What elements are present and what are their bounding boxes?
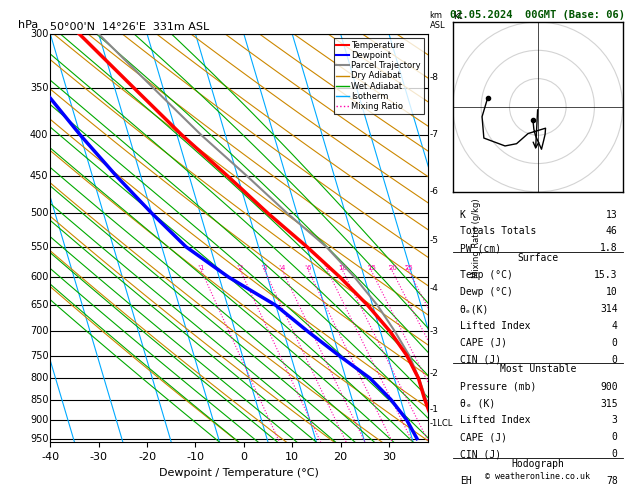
Text: 25: 25 bbox=[404, 265, 413, 271]
Text: 4: 4 bbox=[612, 321, 618, 331]
Text: Totals Totals: Totals Totals bbox=[460, 226, 536, 236]
Text: 15.3: 15.3 bbox=[594, 270, 618, 280]
Text: Most Unstable: Most Unstable bbox=[499, 364, 576, 375]
Text: 950: 950 bbox=[30, 434, 48, 444]
Text: 0: 0 bbox=[612, 338, 618, 348]
Text: 850: 850 bbox=[30, 395, 48, 404]
Text: 2: 2 bbox=[238, 265, 243, 271]
Text: θₑ (K): θₑ (K) bbox=[460, 399, 495, 409]
Text: Hodograph: Hodograph bbox=[511, 459, 564, 469]
Text: 50°00'N  14°26'E  331m ASL: 50°00'N 14°26'E 331m ASL bbox=[50, 22, 209, 32]
Text: CAPE (J): CAPE (J) bbox=[460, 338, 507, 348]
Text: 78: 78 bbox=[606, 476, 618, 486]
Text: 800: 800 bbox=[30, 373, 48, 383]
Text: -6: -6 bbox=[430, 187, 438, 196]
Text: -4: -4 bbox=[430, 284, 438, 294]
Text: 46: 46 bbox=[606, 226, 618, 236]
Text: 6: 6 bbox=[306, 265, 311, 271]
Text: km
ASL: km ASL bbox=[430, 11, 445, 30]
Text: -1LCL: -1LCL bbox=[430, 419, 453, 428]
Text: 300: 300 bbox=[30, 29, 48, 39]
Text: 900: 900 bbox=[30, 415, 48, 425]
Text: Lifted Index: Lifted Index bbox=[460, 416, 530, 425]
Text: 650: 650 bbox=[30, 300, 48, 311]
Text: kt: kt bbox=[453, 11, 462, 21]
Text: Pressure (mb): Pressure (mb) bbox=[460, 382, 536, 392]
Legend: Temperature, Dewpoint, Parcel Trajectory, Dry Adiabat, Wet Adiabat, Isotherm, Mi: Temperature, Dewpoint, Parcel Trajectory… bbox=[334, 38, 423, 114]
Text: 450: 450 bbox=[30, 172, 48, 181]
Text: 10: 10 bbox=[606, 287, 618, 297]
Text: 500: 500 bbox=[30, 208, 48, 218]
Text: -7: -7 bbox=[430, 130, 438, 139]
Text: 600: 600 bbox=[30, 272, 48, 282]
Text: 10: 10 bbox=[338, 265, 348, 271]
X-axis label: Dewpoint / Temperature (°C): Dewpoint / Temperature (°C) bbox=[159, 468, 319, 478]
Text: 314: 314 bbox=[600, 304, 618, 314]
Text: 4: 4 bbox=[281, 265, 285, 271]
Text: CIN (J): CIN (J) bbox=[460, 449, 501, 459]
Text: 900: 900 bbox=[600, 382, 618, 392]
Text: -5: -5 bbox=[430, 236, 438, 245]
Text: 13: 13 bbox=[606, 209, 618, 220]
Text: 3: 3 bbox=[612, 416, 618, 425]
Text: © weatheronline.co.uk: © weatheronline.co.uk bbox=[486, 472, 590, 481]
Text: 15: 15 bbox=[367, 265, 376, 271]
Text: 20: 20 bbox=[388, 265, 397, 271]
Text: 550: 550 bbox=[30, 242, 48, 252]
Text: 350: 350 bbox=[30, 83, 48, 93]
Text: PW (cm): PW (cm) bbox=[460, 243, 501, 253]
Text: 700: 700 bbox=[30, 327, 48, 336]
Text: 0: 0 bbox=[612, 433, 618, 442]
Text: CAPE (J): CAPE (J) bbox=[460, 433, 507, 442]
Text: Mixing Ratio (g/kg): Mixing Ratio (g/kg) bbox=[472, 198, 481, 278]
Text: -2: -2 bbox=[430, 369, 438, 379]
Text: 02.05.2024  00GMT (Base: 06): 02.05.2024 00GMT (Base: 06) bbox=[450, 10, 625, 20]
Text: Lifted Index: Lifted Index bbox=[460, 321, 530, 331]
Text: Surface: Surface bbox=[517, 253, 559, 263]
Text: 315: 315 bbox=[600, 399, 618, 409]
Text: 750: 750 bbox=[30, 350, 48, 361]
Text: K: K bbox=[460, 209, 465, 220]
Text: 8: 8 bbox=[326, 265, 330, 271]
Text: θₑ(K): θₑ(K) bbox=[460, 304, 489, 314]
Text: -8: -8 bbox=[430, 73, 438, 83]
Text: -1: -1 bbox=[430, 405, 438, 414]
Text: 1: 1 bbox=[199, 265, 204, 271]
Text: Dewp (°C): Dewp (°C) bbox=[460, 287, 513, 297]
Text: CIN (J): CIN (J) bbox=[460, 355, 501, 364]
Text: Temp (°C): Temp (°C) bbox=[460, 270, 513, 280]
Text: 0: 0 bbox=[612, 449, 618, 459]
Text: EH: EH bbox=[460, 476, 471, 486]
Text: -3: -3 bbox=[430, 327, 438, 336]
Text: 400: 400 bbox=[30, 130, 48, 140]
Text: 0: 0 bbox=[612, 355, 618, 364]
Text: hPa: hPa bbox=[18, 20, 38, 30]
Text: 3: 3 bbox=[263, 265, 267, 271]
Text: 1.8: 1.8 bbox=[600, 243, 618, 253]
